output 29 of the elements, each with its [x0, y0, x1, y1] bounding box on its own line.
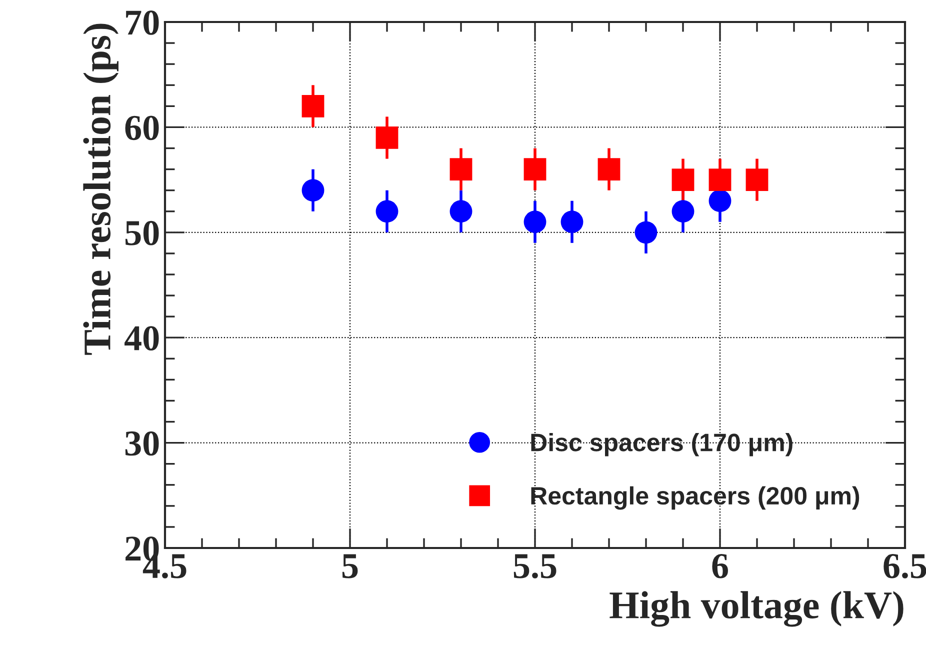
y-tick-label: 50	[125, 220, 159, 246]
point	[376, 200, 398, 223]
point	[302, 179, 324, 202]
point	[634, 221, 658, 244]
x-axis-title: High voltage (kV)	[610, 591, 904, 627]
x-tick-label: 5	[342, 554, 358, 578]
y-tick-label: 30	[125, 431, 159, 456]
x-tick-label: 6	[712, 554, 728, 578]
point	[302, 94, 324, 118]
y-axis-title: Time resolution (ps)	[83, 24, 118, 355]
point	[708, 190, 732, 212]
point	[598, 158, 620, 180]
y-tick-label: 40	[124, 326, 159, 350]
x-tick-label: 5.5	[514, 554, 556, 578]
point	[376, 126, 398, 149]
point	[672, 200, 694, 223]
legend-label: Rectangle spacers (200 μm)	[531, 486, 860, 510]
point	[524, 210, 546, 234]
x-tick-label: 6.5	[884, 554, 926, 578]
point	[524, 158, 546, 180]
y-tick-label: 60	[125, 116, 159, 140]
point	[450, 158, 472, 180]
point	[450, 200, 472, 223]
y-tick-label: 70	[126, 10, 159, 35]
point	[746, 168, 768, 191]
point	[560, 210, 584, 234]
point	[672, 168, 694, 191]
point	[708, 168, 732, 191]
legend-label: Disc spacers (170 μm)	[531, 433, 792, 456]
